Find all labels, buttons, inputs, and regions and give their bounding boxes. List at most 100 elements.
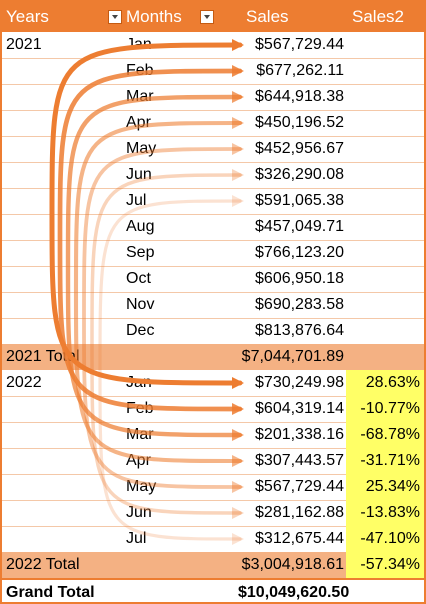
sales-cell[interactable]: $452,956.67: [255, 140, 344, 157]
table-row: Jun $326,290.08: [2, 162, 424, 189]
sales2-cell[interactable]: [346, 136, 424, 162]
month-cell[interactable]: Sep: [126, 244, 155, 261]
year-cell[interactable]: [6, 240, 120, 266]
sales2-cell[interactable]: [346, 240, 424, 266]
year-cell[interactable]: 2021 Total: [6, 348, 80, 365]
month-cell[interactable]: Aug: [126, 218, 155, 235]
month-cell[interactable]: Feb: [126, 400, 154, 417]
sales2-cell[interactable]: 28.63%: [346, 370, 424, 396]
sales-cell[interactable]: $730,249.98: [255, 374, 344, 391]
year-cell[interactable]: [6, 422, 120, 448]
month-cell[interactable]: Oct: [126, 270, 151, 287]
sales2-cell[interactable]: [346, 84, 424, 110]
sales2-cell[interactable]: 25.34%: [346, 474, 424, 500]
month-cell[interactable]: Dec: [126, 322, 155, 339]
sales2-header: Sales2: [352, 7, 404, 26]
sales-cell[interactable]: $677,262.11: [256, 62, 344, 79]
sales-cell[interactable]: $690,283.58: [255, 296, 344, 313]
month-cell[interactable]: [126, 552, 238, 578]
sales2-cell[interactable]: [346, 292, 424, 318]
sales-cell[interactable]: $7,044,701.89: [241, 348, 344, 365]
sales2-cell[interactable]: -10.77%: [346, 396, 424, 422]
sales2-cell[interactable]: [346, 266, 424, 292]
year-cell[interactable]: [6, 188, 120, 214]
month-cell[interactable]: Jan: [126, 374, 152, 391]
sales2-cell[interactable]: -68.78%: [346, 422, 424, 448]
year-cell[interactable]: Grand Total: [6, 584, 95, 601]
sales-cell[interactable]: $567,729.44: [255, 478, 344, 495]
year-cell[interactable]: [6, 292, 120, 318]
month-cell[interactable]: Apr: [126, 114, 151, 131]
sales-cell[interactable]: $567,729.44: [255, 36, 344, 53]
sales-cell[interactable]: $813,876.64: [255, 322, 344, 339]
table-row: Aug $457,049.71: [2, 214, 424, 241]
month-cell[interactable]: May: [126, 478, 157, 495]
sales-cell[interactable]: $201,338.16: [255, 426, 344, 443]
sales2-cell[interactable]: -13.83%: [346, 500, 424, 526]
year-cell[interactable]: [6, 474, 120, 500]
sales2-cell[interactable]: [346, 580, 424, 602]
sales-cell[interactable]: $450,196.52: [255, 114, 344, 131]
month-cell[interactable]: Mar: [126, 88, 154, 105]
year-cell[interactable]: [6, 318, 120, 344]
sales2-cell[interactable]: [346, 344, 424, 370]
sales2-cell[interactable]: [346, 214, 424, 240]
year-cell[interactable]: [6, 136, 120, 162]
sales-cell[interactable]: $644,918.38: [255, 88, 344, 105]
sales-cell[interactable]: $326,290.08: [255, 166, 344, 183]
total-row: 2022 Total $3,004,918.61 -57.34%: [2, 552, 424, 578]
sales-cell[interactable]: $606,950.18: [255, 270, 344, 287]
sales-cell[interactable]: $307,443.57: [255, 452, 344, 469]
year-cell[interactable]: [6, 448, 120, 474]
year-cell[interactable]: [6, 162, 120, 188]
sales-cell[interactable]: $10,049,620.50: [238, 584, 350, 601]
year-cell[interactable]: [6, 526, 120, 552]
sales2-cell[interactable]: [346, 318, 424, 344]
table-row: Jun $281,162.88 -13.83%: [2, 500, 424, 527]
months-filter-dropdown-icon[interactable]: [200, 10, 214, 24]
sales2-cell[interactable]: [346, 188, 424, 214]
sales-cell[interactable]: $766,123.20: [255, 244, 344, 261]
month-cell[interactable]: Jun: [126, 166, 152, 183]
month-cell[interactable]: Jul: [126, 530, 147, 547]
month-cell[interactable]: Feb: [126, 62, 154, 79]
month-cell[interactable]: May: [126, 140, 157, 157]
year-cell[interactable]: 2022: [6, 374, 42, 391]
sales-cell[interactable]: $3,004,918.61: [241, 556, 344, 573]
sales2-cell[interactable]: [346, 110, 424, 136]
year-cell[interactable]: [6, 396, 120, 422]
year-cell[interactable]: [6, 266, 120, 292]
sales2-cell[interactable]: -57.34%: [346, 552, 424, 578]
year-cell[interactable]: [6, 84, 120, 110]
month-cell[interactable]: Nov: [126, 296, 155, 313]
sales-cell[interactable]: $604,319.14: [255, 400, 344, 417]
month-cell[interactable]: [126, 344, 238, 370]
year-cell[interactable]: [6, 500, 120, 526]
month-cell[interactable]: Apr: [126, 452, 151, 469]
sales2-cell[interactable]: -47.10%: [346, 526, 424, 552]
sales-cell[interactable]: $312,675.44: [255, 530, 344, 547]
year-cell[interactable]: [6, 214, 120, 240]
year-cell[interactable]: [6, 110, 120, 136]
sales-cell[interactable]: $281,162.88: [255, 504, 344, 521]
sales-cell[interactable]: $457,049.71: [255, 218, 344, 235]
years-filter-dropdown-icon[interactable]: [108, 10, 122, 24]
year-cell[interactable]: 2022 Total: [6, 556, 80, 573]
year-cell[interactable]: [6, 58, 120, 84]
month-cell[interactable]: Jul: [126, 192, 147, 209]
month-cell[interactable]: Jan: [126, 36, 152, 53]
year-cell[interactable]: 2021: [6, 36, 42, 53]
month-cell[interactable]: Jun: [126, 504, 152, 521]
month-cell[interactable]: [126, 580, 238, 602]
month-cell[interactable]: Mar: [126, 426, 154, 443]
table-row: Apr $450,196.52: [2, 110, 424, 137]
sales2-cell[interactable]: [346, 162, 424, 188]
table-row: May $452,956.67: [2, 136, 424, 163]
sales2-cell[interactable]: [346, 32, 424, 58]
sales-cell[interactable]: $591,065.38: [255, 192, 344, 209]
sales2-cell[interactable]: [346, 58, 424, 84]
table-row: May $567,729.44 25.34%: [2, 474, 424, 501]
sales2-cell[interactable]: -31.71%: [346, 448, 424, 474]
table-row: Dec $813,876.64: [2, 318, 424, 345]
